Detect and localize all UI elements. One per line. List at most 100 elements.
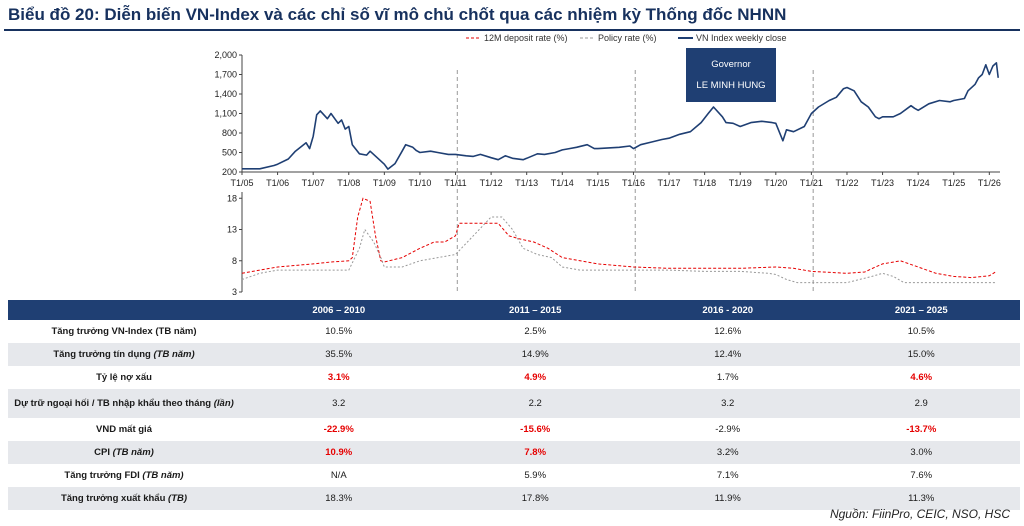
vnindex-y-tick-label: 1,400 [214, 89, 237, 99]
row-value: 2.5% [524, 326, 547, 337]
vnindex-x-tick-label: T1/17 [658, 178, 681, 188]
governor-label: Governor [711, 59, 751, 70]
deposit-rate-series-line [241, 197, 997, 279]
vnindex-x-tick-label: T1/05 [230, 178, 253, 188]
vnindex-x-tick-label: T1/16 [622, 178, 645, 188]
vnindex-y-tick-label: 800 [222, 128, 237, 138]
macro-table: 2006 – 2010 2011 – 2015 2016 - 2020 2021 – … [8, 300, 1020, 510]
vnindex-y-tick-label: 1,700 [214, 70, 237, 80]
row-value: 35.5% [240, 343, 438, 366]
row-value: N/A [330, 470, 347, 481]
row-label: Tăng trưởng VN-Index (TB năm) [51, 326, 197, 337]
row-value: 4.9% [524, 372, 547, 383]
row-value: 10.9% [240, 441, 438, 464]
rates-y-tick-label: 8 [232, 256, 237, 266]
row-value: -15.6% [520, 424, 551, 435]
source-note: Nguồn: FiinPro, CEIC, NSO, HSC [829, 507, 1010, 521]
governor-box: Governor LE MINH HUNG [686, 48, 776, 102]
table-header-row: 2006 – 2010 2011 – 2015 2016 - 2020 2021 – … [8, 300, 1020, 320]
vnindex-x-tick-label: T1/13 [515, 178, 538, 188]
vnindex-x-tick-label: T1/11 [444, 178, 466, 188]
legend: 12M deposit rate (%) Policy rate (%) VN … [466, 33, 787, 43]
vnindex-x-tick-label: T1/19 [729, 178, 752, 188]
table-header-blank [8, 300, 240, 320]
row-value: -13.7% [906, 424, 937, 435]
row-label: Dự trữ ngoại hối / TB nhập khẩu theo thá… [8, 389, 240, 418]
vnindex-y-tick-label: 200 [222, 167, 237, 177]
chart-title: Biểu đồ 20: Diễn biến VN-Index và các ch… [8, 5, 787, 24]
title-underline [4, 29, 1020, 31]
vnindex-series-line [242, 62, 999, 170]
row-value: 3.2 [240, 389, 438, 418]
vnindex-x-tick-label: T1/08 [337, 178, 360, 188]
vnindex-x-tick-label: T1/18 [693, 178, 716, 188]
vnindex-y-tick-label: 2,000 [214, 50, 237, 60]
vnindex-x-tick-label: T1/26 [978, 178, 1001, 188]
row-label: Tăng trưởng FDI (TB năm) [64, 470, 184, 481]
policy-rate-series-line [241, 216, 997, 284]
row-value: 11.3% [822, 487, 1020, 510]
vnindex-x-tick-label: T1/12 [480, 178, 503, 188]
table-header-period: 2006 – 2010 [240, 300, 438, 320]
row-label: Tỷ lệ nợ xấu [96, 372, 152, 383]
vnindex-x-tick-label: T1/10 [408, 178, 431, 188]
legend-deposit-label: 12M deposit rate (%) [484, 33, 568, 43]
rates-axes: 3 8 13 18 [227, 192, 997, 297]
chart-canvas: 12M deposit rate (%) Policy rate (%) VN … [214, 33, 1001, 297]
table-row: Tăng trưởng VN-Index (TB năm) 10.5% 2.5% 12… [8, 320, 1020, 343]
row-value: 18.3% [240, 487, 438, 510]
row-value: 10.5% [325, 326, 353, 337]
row-value: 10.5% [907, 326, 935, 337]
table-header-period: 2016 - 2020 [632, 300, 823, 320]
row-value: 12.4% [632, 343, 823, 366]
row-value: 3.2% [632, 441, 823, 464]
row-value: 3.0% [822, 441, 1020, 464]
row-label: Tăng trưởng xuất khẩu (TB) [8, 487, 240, 510]
table-row: VND mất giá -22.9% -15.6% -2.9% -13.7% [8, 418, 1020, 441]
table-row: Tăng trưởng FDI (TB năm) N/A 5.9% 7.1% 7.6% [8, 464, 1020, 487]
row-label: VND mất giá [96, 424, 152, 435]
row-value: 7.1% [716, 470, 739, 481]
vnindex-x-tick-label: T1/21 [800, 178, 823, 188]
legend-policy-label: Policy rate (%) [598, 33, 657, 43]
vnindex-x-tick-label: T1/24 [907, 178, 930, 188]
table-body: Tăng trưởng VN-Index (TB năm) 10.5% 2.5% 12… [8, 320, 1020, 510]
rates-y-tick-label: 3 [232, 287, 237, 297]
row-value: 17.8% [437, 487, 633, 510]
vnindex-y-tick-label: 500 [222, 148, 237, 158]
vnindex-x-tick-label: T1/15 [586, 178, 609, 188]
table-row: Dự trữ ngoại hối / TB nhập khẩu theo thá… [8, 389, 1020, 418]
row-value: 11.9% [632, 487, 823, 510]
vnindex-axes: 200 500 800 1,100 1,400 1,700 2,000 T1/05 T1/06 T… [214, 50, 1001, 292]
table-row: Tỷ lệ nợ xấu 3.1% 4.9% 1.7% 4.6% [8, 366, 1020, 389]
row-value: 15.0% [822, 343, 1020, 366]
rates-y-tick-label: 13 [227, 225, 237, 235]
row-value: 4.6% [910, 372, 933, 383]
governor-name: LE MINH HUNG [696, 80, 766, 91]
row-value: 7.6% [910, 470, 933, 481]
row-value: -22.9% [323, 424, 354, 435]
row-value: -2.9% [715, 424, 741, 435]
row-value: 12.6% [714, 326, 742, 337]
row-value: 2.9 [822, 389, 1020, 418]
row-value: 5.9% [524, 470, 547, 481]
vnindex-x-tick-label: T1/07 [302, 178, 325, 188]
row-value: 14.9% [437, 343, 633, 366]
vnindex-x-tick-label: T1/20 [764, 178, 787, 188]
row-value: 3.1% [327, 372, 350, 383]
legend-vnindex-label: VN Index weekly close [696, 33, 787, 43]
table-header-period: 2021 – 2025 [822, 300, 1020, 320]
row-label: CPI (TB năm) [8, 441, 240, 464]
table-row: Tăng trưởng xuất khẩu (TB) 18.3% 17.8% 11.9… [8, 487, 1020, 510]
vnindex-y-tick-label: 1,100 [214, 109, 237, 119]
vnindex-x-tick-label: T1/06 [266, 178, 289, 188]
row-label: Tăng trưởng tín dụng (TB năm) [8, 343, 240, 366]
table-row: Tăng trưởng tín dụng (TB năm) 35.5% 14.9% 1… [8, 343, 1020, 366]
rates-y-tick-label: 18 [227, 193, 237, 203]
vnindex-x-tick-label: T1/09 [373, 178, 396, 188]
vnindex-x-tick-label: T1/25 [942, 178, 965, 188]
row-value: 2.2 [437, 389, 633, 418]
row-value: 7.8% [437, 441, 633, 464]
vnindex-x-tick-label: T1/14 [551, 178, 574, 188]
row-value: 1.7% [716, 372, 739, 383]
